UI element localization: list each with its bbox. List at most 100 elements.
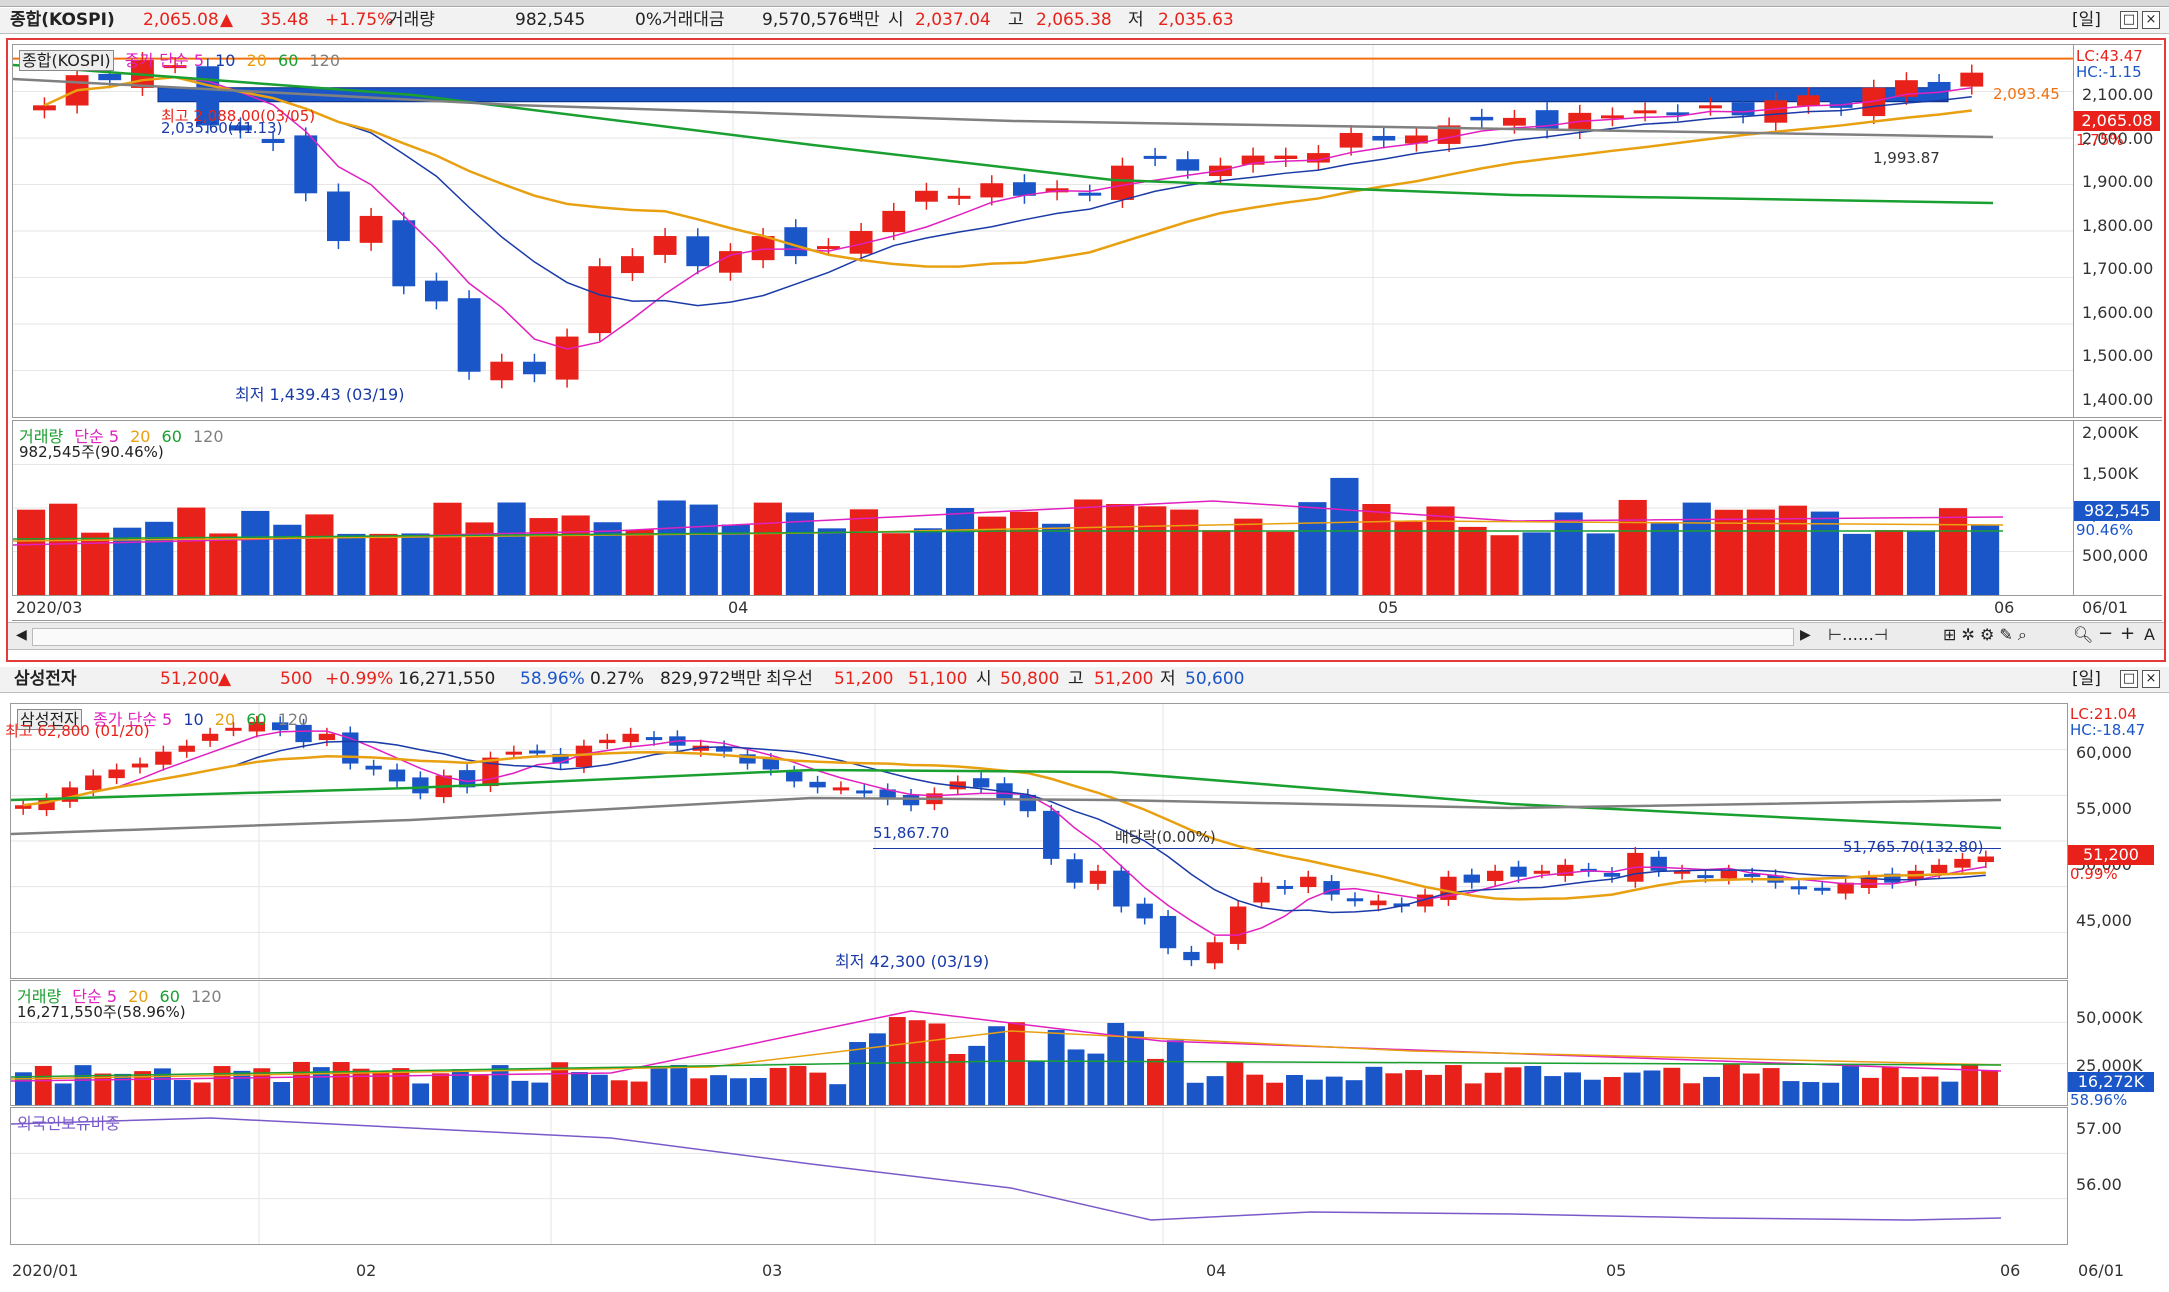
volume-bar [721, 524, 750, 595]
volume-bar [571, 1072, 588, 1105]
volume-bar [753, 502, 782, 595]
low-label: 저 [1128, 10, 1144, 30]
tick-label: 1,700.00 [2082, 259, 2154, 278]
candle [38, 799, 55, 811]
candle [425, 280, 448, 302]
volume-bar [625, 529, 654, 595]
close-icon[interactable]: × [2142, 11, 2160, 29]
candle [1666, 112, 1690, 116]
legend-ma5: 5 [162, 710, 173, 729]
scroll-right-icon[interactable]: ▶ [1800, 627, 1811, 643]
volume-bar [193, 1082, 211, 1105]
volume-bar [1305, 1079, 1323, 1105]
candle [1066, 859, 1083, 883]
stock-name[interactable]: 종합(KOSPI) [10, 10, 115, 30]
amount-value: 9,570,576백만 [762, 10, 880, 30]
candle [555, 336, 579, 380]
volume-bar [241, 510, 270, 595]
open-label: 시 [976, 669, 992, 689]
restore-icon[interactable]: □ [2120, 11, 2138, 29]
candle [1977, 856, 1994, 863]
candle [575, 745, 593, 767]
scroll-left-icon[interactable]: ◀ [16, 627, 27, 643]
volume-bar [433, 502, 462, 595]
horizontal-scrollbar[interactable] [32, 628, 1794, 646]
candle [1797, 95, 1820, 106]
candle [1405, 135, 1428, 144]
tick-label: 2,100.00 [2082, 85, 2154, 104]
volume-percent: 58.96% [520, 669, 585, 689]
candle [490, 361, 514, 381]
restore-icon[interactable]: □ [2120, 670, 2138, 688]
x-label: 03 [762, 1261, 783, 1280]
candle [163, 65, 187, 69]
volume-bar [1650, 523, 1679, 595]
ma5-line [23, 730, 1986, 936]
candle [359, 215, 383, 243]
candle [1372, 135, 1396, 141]
tick-label: 57.00 [2076, 1119, 2122, 1138]
samsung-foreign-pane[interactable]: 외국인보유비중 [10, 1107, 2068, 1245]
kospi-price-pane[interactable]: 종합(KOSPI) 종가 단순 5 10 20 60 120 최고 2,088.… [12, 44, 2074, 418]
volume-bar [1106, 504, 1135, 595]
volume-bar [372, 1071, 390, 1105]
volume-bar [1127, 1031, 1145, 1105]
candle [1633, 110, 1657, 114]
low-annotation: 최저 42,300 (03/19) [835, 952, 990, 971]
candle [1274, 155, 1298, 160]
lc-value: LC:21.04 [2070, 705, 2137, 723]
volume-bar [1266, 1082, 1284, 1105]
volume-bar [1703, 1076, 1720, 1105]
vol-legend-name: 거래량 [17, 987, 62, 1006]
volume-bar [928, 1023, 946, 1105]
volume-bar [497, 502, 526, 595]
samsung-price-pane[interactable]: 삼성전자 종가 단순 5 10 20 60 120 최고 62,800 (01/… [5, 703, 2068, 979]
x-label: 05 [1378, 598, 1399, 617]
ma20-line [23, 750, 1986, 901]
text-icon[interactable]: A [2144, 625, 2155, 644]
legend-name: 종합(KOSPI) [19, 50, 114, 71]
plus-icon[interactable]: + [2120, 623, 2136, 644]
open-value: 50,800 [1000, 669, 1060, 689]
close-icon[interactable]: × [2142, 670, 2160, 688]
samsung-volume-pane[interactable]: 거래량 단순 5 20 60 120 16,271,550주(58.96%) [10, 980, 2068, 1106]
low-annotation: 최저 1,439.43 (03/19) [235, 385, 405, 404]
volume-bar [789, 1065, 807, 1105]
volume-bar [1564, 1072, 1581, 1105]
x-label: 04 [728, 598, 749, 617]
stock-name[interactable]: 삼성전자 [14, 669, 77, 689]
zoom-slider-icon[interactable]: ⊢‥‥‥⊣ [1828, 625, 1888, 644]
minus-icon[interactable]: − [2098, 623, 2114, 644]
settings-icon[interactable]: ⊞ ✲ ⚙ ✎ ⌕ [1943, 625, 2027, 644]
samsung-chart-window: 삼성전자 51,200 ▲ 500 +0.99% 16,271,550 58.9… [0, 667, 2169, 1292]
volume-bar [1618, 499, 1647, 595]
change-percent: +0.99% [325, 669, 394, 689]
candle [272, 722, 289, 731]
candle [15, 805, 32, 809]
change-percent: +1.75% [325, 10, 394, 30]
samsung-foreign-axis: 57.00 56.00 [2068, 1107, 2156, 1245]
candle [1673, 870, 1691, 874]
ma20-line [43, 75, 1972, 268]
candle [458, 770, 476, 788]
tick-label: 25,000K [2076, 1056, 2143, 1075]
volume-bar [593, 522, 622, 595]
volume-bar [1861, 1077, 1879, 1105]
candle [1895, 80, 1918, 97]
volume-bar [1464, 1083, 1482, 1105]
kospi-volume-pane[interactable]: 거래량 단순 5 20 60 120 982,545주(90.46%) [12, 420, 2074, 596]
legend-name: 삼성전자 [17, 709, 82, 730]
candle [751, 236, 775, 261]
period-button[interactable]: [일] [2072, 669, 2101, 689]
candle [108, 769, 125, 779]
period-button[interactable]: [일] [2072, 10, 2101, 30]
candle [1884, 873, 1901, 883]
magnifier-icon[interactable]: 🔍︎ [2073, 625, 2094, 644]
ma5-line [44, 76, 1972, 350]
tick-label: 60,000 [2076, 743, 2132, 762]
volume-bar [273, 1082, 291, 1105]
x-label: 06/01 [2078, 1261, 2125, 1280]
volume-bar [710, 1075, 727, 1105]
volume-bar [1202, 530, 1231, 595]
price-badge-pct: 0.99% [2070, 865, 2118, 883]
